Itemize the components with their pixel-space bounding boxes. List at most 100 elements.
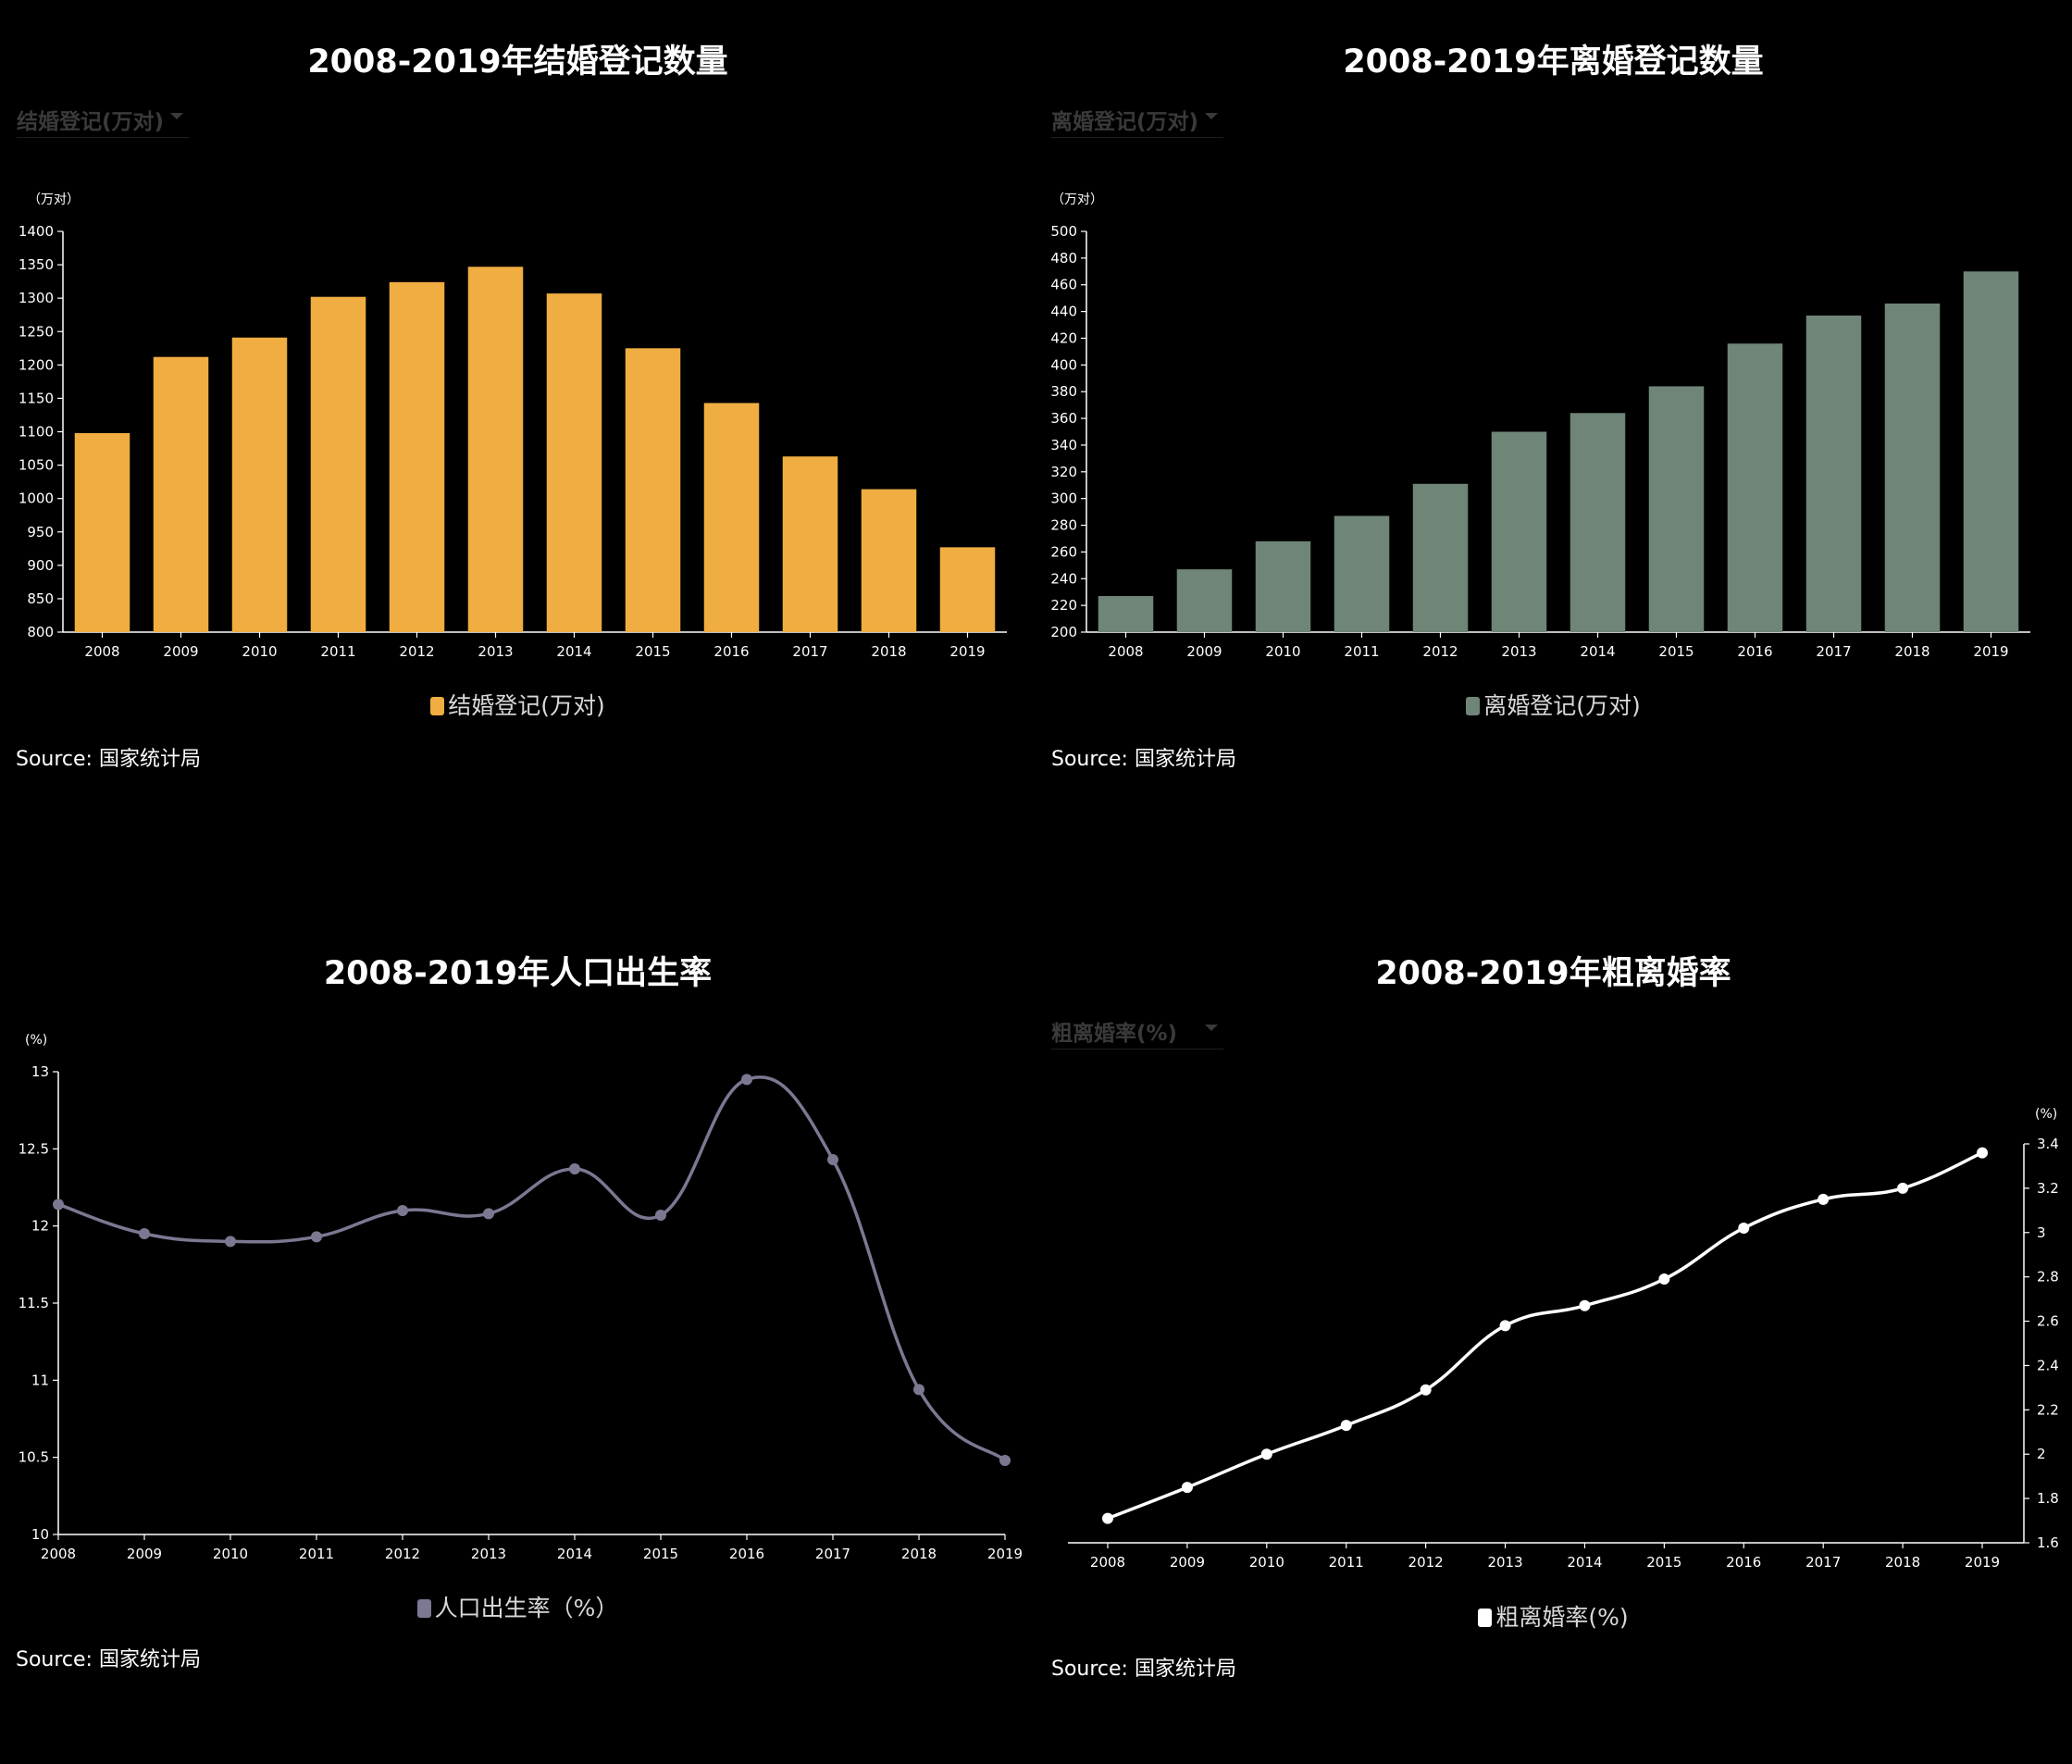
y-tick-label: 300 xyxy=(1050,491,1077,507)
x-tick-label: 2014 xyxy=(1567,1554,1602,1571)
data-point xyxy=(1977,1147,1988,1159)
chevron-down-icon[interactable] xyxy=(1205,1025,1218,1031)
bar xyxy=(1570,413,1626,632)
data-point xyxy=(1818,1193,1830,1205)
x-tick-label: 2017 xyxy=(815,1546,850,1562)
y-tick-label: 360 xyxy=(1050,410,1077,427)
data-point xyxy=(1579,1299,1591,1311)
series-dropdown[interactable]: 粗离婚率(%) xyxy=(1051,1012,1223,1050)
x-tick-label: 2008 xyxy=(1090,1554,1125,1571)
bar xyxy=(310,296,366,632)
y-tick-label: 1300 xyxy=(19,290,54,306)
data-point xyxy=(483,1208,494,1220)
legend-swatch xyxy=(1478,1609,1493,1627)
x-tick-label: 2012 xyxy=(399,643,434,660)
y-tick-label: 1050 xyxy=(19,457,54,474)
y-tick-label: 1.8 xyxy=(2037,1490,2059,1507)
y-tick-label: 10.5 xyxy=(19,1449,49,1466)
y-tick-label: 3.4 xyxy=(2037,1136,2059,1152)
y-tick-label: 200 xyxy=(1050,624,1077,640)
x-tick-label: 2014 xyxy=(557,1546,592,1562)
chevron-down-icon[interactable] xyxy=(170,113,183,119)
y-tick-label: 950 xyxy=(27,524,54,540)
y-tick-label: 320 xyxy=(1050,464,1077,480)
chart-legend[interactable]: 人口出生率（%） xyxy=(0,1590,1036,1623)
data-point xyxy=(397,1205,408,1216)
y-tick-label: 800 xyxy=(27,624,54,640)
bar xyxy=(1334,516,1390,632)
x-tick-label: 2018 xyxy=(1885,1554,1920,1571)
legend-label: 人口出生率（%） xyxy=(434,1595,619,1621)
y-axis-unit: (%) xyxy=(2035,1107,2057,1122)
bar xyxy=(389,281,445,632)
x-tick-label: 2019 xyxy=(1973,643,2008,660)
x-tick-label: 2013 xyxy=(478,643,513,660)
y-tick-label: 280 xyxy=(1050,517,1077,534)
chart-legend[interactable]: 结婚登记(万对) xyxy=(0,688,1036,721)
data-point xyxy=(311,1231,322,1243)
y-axis-unit: (%) xyxy=(25,1033,47,1048)
y-tick-label: 220 xyxy=(1050,597,1077,614)
x-tick-label: 2015 xyxy=(1646,1554,1681,1571)
series-dropdown[interactable]: 离婚登记(万对) xyxy=(1051,100,1223,138)
x-tick-label: 2018 xyxy=(901,1546,937,1562)
bar xyxy=(467,267,524,632)
bar xyxy=(1255,540,1311,632)
dropdown-label: 离婚登记(万对) xyxy=(1051,110,1199,134)
series-dropdown[interactable]: 结婚登记(万对) xyxy=(17,100,189,138)
y-tick-label: 900 xyxy=(27,557,54,574)
x-tick-label: 2011 xyxy=(320,643,355,660)
y-tick-label: 2 xyxy=(2037,1446,2046,1462)
source-note: Source: 国家统计局 xyxy=(1051,1658,1236,1681)
x-tick-label: 2019 xyxy=(1965,1554,2000,1571)
x-tick-label: 2014 xyxy=(556,643,591,660)
y-tick-label: 1350 xyxy=(19,256,54,273)
y-tick-label: 11.5 xyxy=(19,1295,49,1311)
y-tick-label: 2.8 xyxy=(2037,1269,2059,1286)
y-tick-label: 850 xyxy=(27,590,54,607)
data-point xyxy=(741,1074,752,1086)
x-tick-label: 2017 xyxy=(792,643,827,660)
y-tick-label: 340 xyxy=(1050,437,1077,453)
bar xyxy=(703,403,760,632)
divorce-chart-panel: 2008-2019年离婚登记数量 离婚登记(万对) （万对） 200 220 240 2… xyxy=(1036,0,2071,912)
x-tick-label: 2011 xyxy=(1344,643,1379,660)
birth-rate-chart-panel: 2008-2019年人口出生率 (%) 10 10.5 11 11.5 12 12.5 13 2… xyxy=(0,912,1036,1764)
x-tick-label: 2010 xyxy=(1265,643,1300,660)
bar xyxy=(1098,596,1154,632)
x-tick-label: 2010 xyxy=(213,1546,248,1562)
data-point xyxy=(827,1154,838,1165)
chart-legend[interactable]: 离婚登记(万对) xyxy=(1036,688,2071,721)
y-axis-unit: （万对） xyxy=(28,193,80,207)
x-tick-label: 2019 xyxy=(987,1546,1023,1562)
x-tick-label: 2013 xyxy=(1501,643,1536,660)
y-tick-label: 500 xyxy=(1050,223,1077,240)
x-tick-label: 2018 xyxy=(871,643,906,660)
legend-swatch xyxy=(430,697,445,715)
x-tick-label: 2016 xyxy=(729,1546,764,1562)
x-tick-label: 2009 xyxy=(1170,1554,1205,1571)
chevron-down-icon[interactable] xyxy=(1205,113,1218,119)
legend-label: 离婚登记(万对) xyxy=(1483,692,1641,719)
bar xyxy=(1491,431,1547,632)
y-tick-label: 12 xyxy=(31,1218,49,1235)
data-point xyxy=(1420,1384,1432,1396)
y-tick-label: 2.4 xyxy=(2037,1357,2059,1373)
y-tick-label: 1150 xyxy=(19,390,54,406)
x-tick-label: 2008 xyxy=(1108,643,1143,660)
y-axis-unit: （万对） xyxy=(1051,193,1103,207)
chart-title: 2008-2019年离婚登记数量 xyxy=(1343,43,1764,81)
y-tick-label: 1400 xyxy=(19,223,54,240)
chart-legend[interactable]: 粗离婚率(%) xyxy=(1036,1599,2071,1633)
bar xyxy=(861,489,917,632)
x-tick-label: 2013 xyxy=(1487,1554,1522,1571)
data-point xyxy=(1181,1482,1193,1494)
divorce-rate-line-chart: (%) 1.6 1.8 2 2.2 2.4 2.6 2.8 3 3.2 3.4 2008 2009 201… xyxy=(1068,1107,2059,1571)
x-tick-label: 2008 xyxy=(41,1546,76,1562)
marriage-bar-chart: （万对） 800 850 900 950 1000 1050 1100 1150 1200 1250… xyxy=(19,193,1007,660)
data-point xyxy=(1102,1512,1113,1524)
x-tick-label: 2016 xyxy=(1726,1554,1761,1571)
series-line xyxy=(57,1075,1007,1462)
x-tick-label: 2012 xyxy=(1408,1554,1444,1571)
bar xyxy=(1805,315,1862,632)
